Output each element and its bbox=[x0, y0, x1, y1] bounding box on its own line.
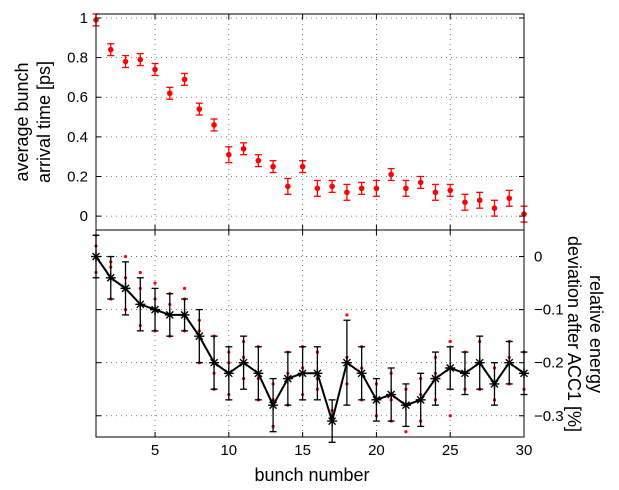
bottom-data-point bbox=[120, 283, 131, 294]
bottom-data-point bbox=[489, 378, 500, 389]
bottom-data-point bbox=[209, 357, 220, 368]
bottom-xtick-label: 15 bbox=[294, 442, 311, 459]
top-ylabel-line2: arrival time [ps] bbox=[34, 61, 54, 183]
top-data-point bbox=[122, 58, 129, 65]
top-data-point bbox=[314, 185, 321, 192]
top-data-point bbox=[226, 151, 232, 158]
bottom-data-point bbox=[223, 368, 234, 379]
bottom-scatter-point bbox=[345, 313, 349, 317]
top-data-point bbox=[137, 56, 144, 63]
bottom-xtick-label: 30 bbox=[516, 442, 533, 459]
top-data-point bbox=[240, 145, 247, 152]
bottom-ylabel-line2: deviation after ACC1 [%] bbox=[564, 236, 584, 432]
bottom-ytick-label: −0.3 bbox=[534, 408, 564, 425]
top-data-point bbox=[373, 185, 380, 192]
marks-layer bbox=[91, 13, 529, 443]
bottom-data-point bbox=[327, 416, 338, 427]
top-plot-frame bbox=[95, 13, 525, 231]
top-data-point bbox=[107, 46, 114, 53]
bottom-ylabel-line1: relative energy bbox=[586, 275, 606, 393]
bottom-data-point bbox=[164, 309, 175, 320]
top-data-point bbox=[255, 157, 262, 164]
bottom-xtick-label: 25 bbox=[442, 442, 459, 459]
bottom-scatter-point bbox=[138, 270, 142, 275]
top-data-point bbox=[211, 122, 217, 128]
bottom-data-point bbox=[282, 373, 293, 384]
top-data-point bbox=[344, 189, 350, 196]
bottom-data-point bbox=[400, 400, 411, 411]
bottom-scatter-point bbox=[404, 430, 408, 434]
bottom-scatter-point bbox=[153, 281, 157, 285]
bottom-data-point bbox=[474, 357, 485, 368]
bottom-data-point bbox=[341, 357, 352, 368]
top-data-point bbox=[403, 185, 409, 192]
bottom-plot-frame bbox=[95, 229, 525, 438]
bottom-xtick-label: 10 bbox=[220, 442, 237, 459]
top-data-point bbox=[417, 179, 424, 186]
top-data-point bbox=[181, 76, 188, 83]
labels-layer: average bunch arrival time [ps] relative… bbox=[12, 10, 606, 485]
bottom-data-point bbox=[371, 394, 382, 405]
bottom-data-point bbox=[430, 373, 441, 384]
top-data-point bbox=[270, 163, 276, 170]
top-ytick-label: 0.6 bbox=[67, 89, 88, 106]
top-ytick-label: 0.2 bbox=[67, 168, 88, 185]
bottom-ytick-label: 0 bbox=[534, 249, 542, 266]
bottom-data-point bbox=[150, 304, 161, 315]
bottom-xtick-label: 20 bbox=[368, 442, 385, 459]
top-ytick-label: 1 bbox=[80, 10, 88, 27]
top-data-point bbox=[329, 183, 335, 190]
bottom-data-point bbox=[356, 368, 367, 379]
top-data-point bbox=[506, 195, 513, 202]
bottom-ytick-label: −0.1 bbox=[534, 302, 564, 319]
top-ylabel-line1: average bunch bbox=[12, 62, 32, 181]
axes-layer bbox=[95, 13, 525, 438]
bottom-ytick-label: −0.2 bbox=[534, 355, 564, 372]
bottom-data-point bbox=[415, 394, 426, 405]
bottom-data-point bbox=[179, 309, 190, 320]
bottom-data-point bbox=[135, 299, 146, 310]
top-data-point bbox=[358, 185, 365, 192]
top-ytick-label: 0 bbox=[80, 208, 88, 225]
bottom-scatter-point bbox=[448, 414, 452, 418]
bottom-data-point bbox=[297, 368, 308, 379]
top-data-point bbox=[388, 171, 394, 178]
bottom-data-point bbox=[238, 357, 249, 368]
top-data-point bbox=[285, 183, 291, 190]
top-data-point bbox=[476, 197, 483, 204]
xlabel: bunch number bbox=[254, 465, 369, 485]
bottom-series-line bbox=[95, 255, 525, 425]
top-data-point bbox=[491, 205, 498, 212]
top-ytick-label: 0.8 bbox=[67, 50, 88, 67]
bottom-data-point bbox=[194, 331, 205, 342]
bottom-scatter-point bbox=[123, 254, 128, 259]
top-data-point bbox=[166, 90, 173, 97]
top-data-point bbox=[462, 199, 468, 206]
top-data-point bbox=[152, 66, 158, 73]
bottom-scatter-point bbox=[182, 286, 187, 290]
bottom-scatter-point bbox=[448, 339, 452, 344]
top-ytick-label: 0.4 bbox=[67, 129, 88, 146]
bottom-xtick-label: 5 bbox=[151, 442, 159, 459]
top-data-point bbox=[432, 189, 439, 196]
bottom-data-point bbox=[386, 389, 397, 400]
top-data-point bbox=[447, 187, 454, 194]
bottom-data-point bbox=[459, 368, 470, 379]
bottom-data-point bbox=[253, 368, 264, 379]
bottom-data-point bbox=[445, 363, 456, 373]
bottom-data-point bbox=[504, 357, 515, 368]
top-data-point bbox=[196, 106, 203, 112]
top-data-point bbox=[299, 163, 306, 170]
bottom-data-point bbox=[105, 272, 116, 283]
bottom-data-point bbox=[268, 400, 279, 411]
bottom-data-point bbox=[312, 368, 323, 379]
